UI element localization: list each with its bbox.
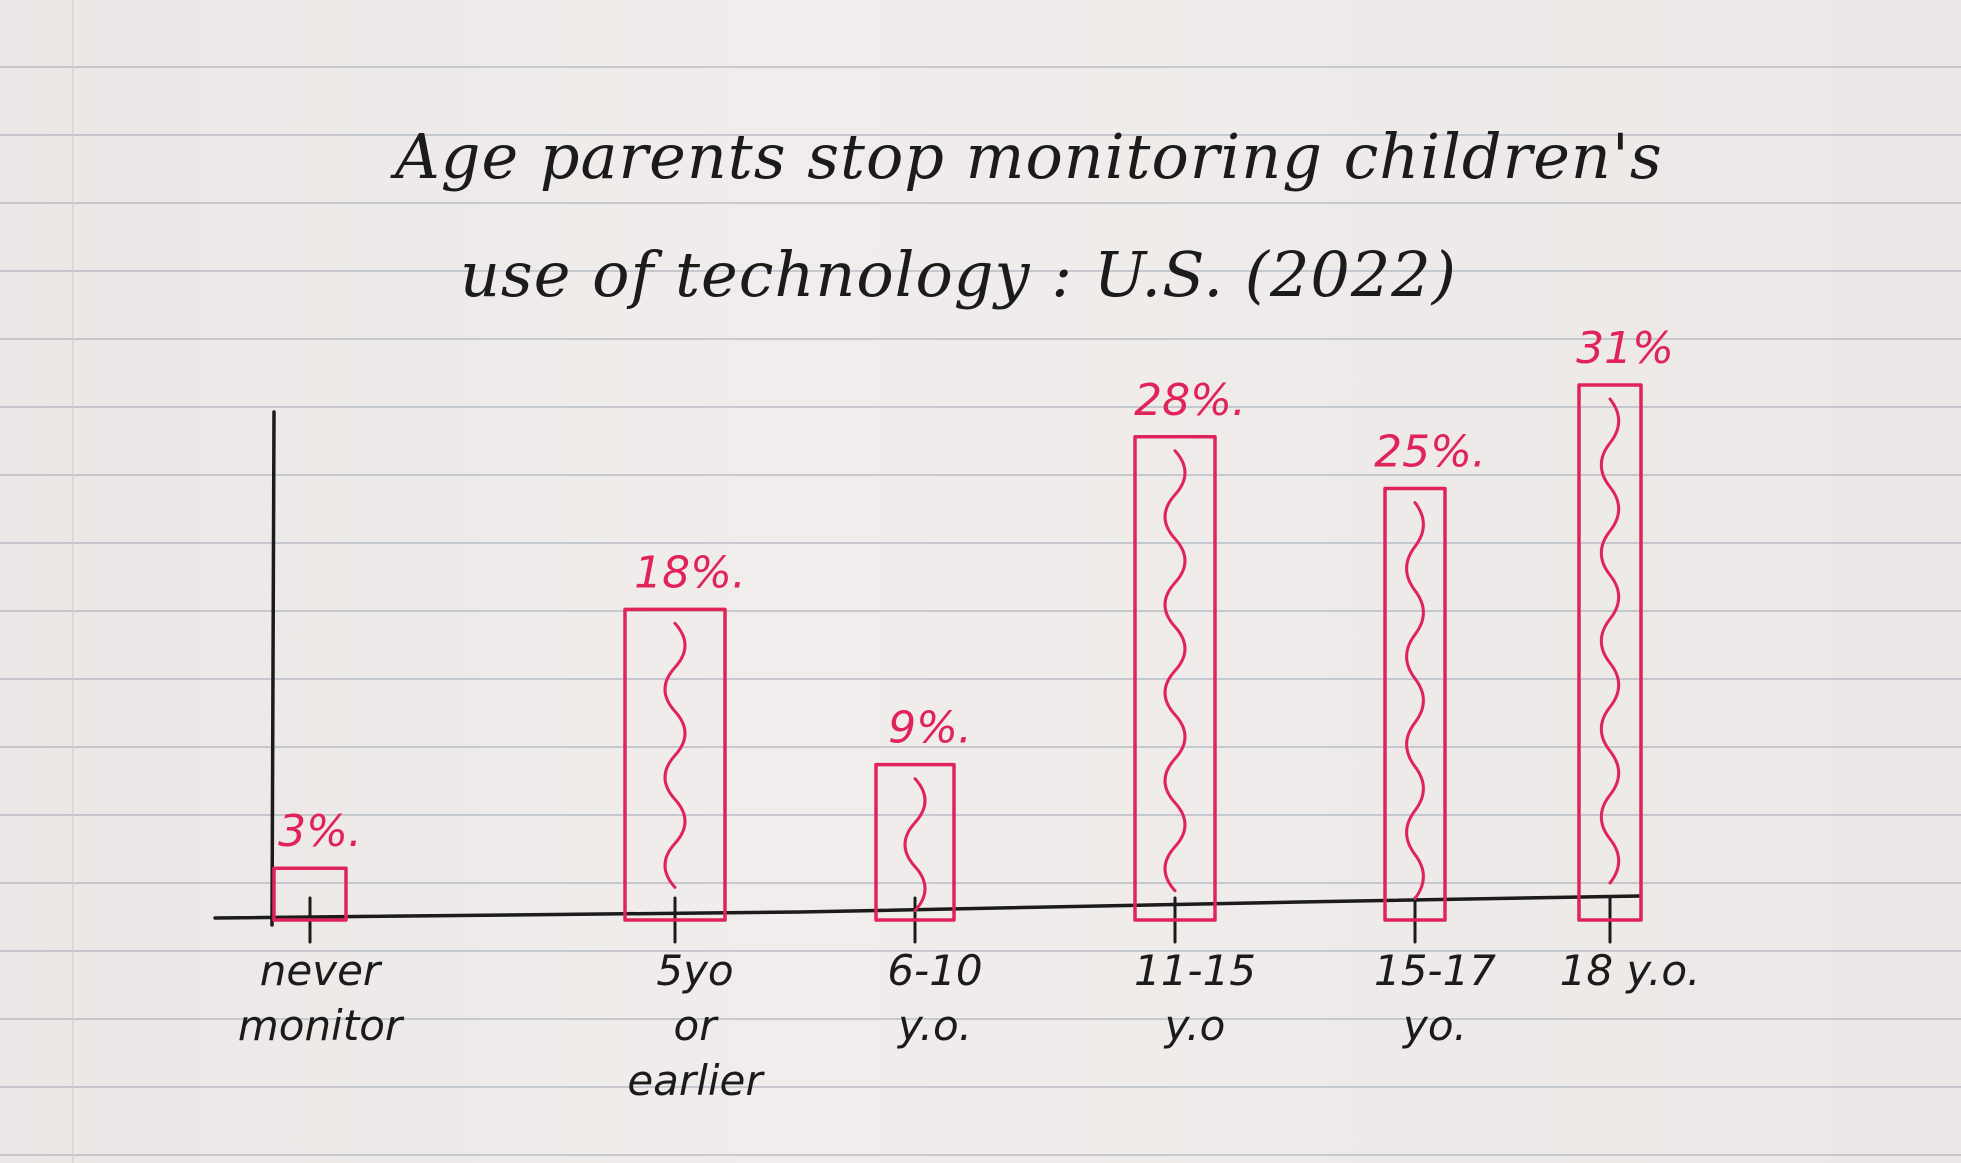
bar-squiggle-fill — [663, 621, 687, 889]
bar — [1133, 435, 1217, 922]
x-tick-label: 6-10 — [887, 946, 982, 995]
x-axis-line — [213, 894, 1642, 920]
bar — [874, 762, 956, 922]
chart-title-line-2: use of technology : U.S. (2022) — [460, 238, 1457, 311]
x-tick-label: 5yo — [656, 946, 733, 995]
chart-bars — [272, 383, 1643, 922]
bar — [1383, 486, 1447, 922]
bar-squiggle-fill — [1163, 449, 1187, 893]
bar-value-label: 18%. — [634, 547, 746, 598]
chart-title-line-1: Age parents stop monitoring children's — [395, 120, 1663, 193]
bar-squiggle-fill — [1405, 501, 1425, 901]
bar-value-label: 9%. — [888, 703, 972, 754]
bar-value-label: 28%. — [1134, 375, 1246, 426]
chart-labels: 3%. never monitor 18%. 5yo or earlier 9%. 6-10 y.… — [238, 323, 1701, 1105]
x-tick-label: y.o — [1163, 1001, 1226, 1050]
x-tick-label: or — [674, 1001, 720, 1050]
x-tick-label: 15-17 — [1374, 946, 1496, 995]
bar-value-label: 25%. — [1374, 427, 1486, 478]
bar-value-label: 31% — [1576, 323, 1674, 374]
page-margin-line — [72, 0, 74, 1163]
x-tick-label: yo. — [1401, 1001, 1467, 1050]
x-tick-label: monitor — [238, 1001, 405, 1050]
x-tick-label: never — [260, 946, 383, 995]
x-tick-label: earlier — [627, 1056, 765, 1105]
bar — [272, 866, 348, 922]
chart-axes — [213, 410, 1642, 944]
x-tick-label: 18 y.o. — [1560, 946, 1701, 995]
bar-squiggle-fill — [1599, 397, 1621, 885]
y-axis-line — [270, 410, 276, 927]
bar — [623, 607, 727, 922]
x-tick-label: 11-15 — [1134, 946, 1256, 995]
bar-squiggle-fill — [903, 777, 927, 913]
bar — [1577, 383, 1643, 922]
bar-value-label: 3%. — [278, 806, 362, 857]
x-tick-label: y.o. — [896, 1001, 972, 1050]
